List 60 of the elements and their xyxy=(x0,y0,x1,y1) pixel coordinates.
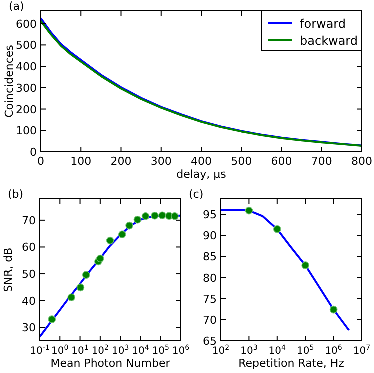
y-tick-label: 75 xyxy=(203,292,217,306)
x-tick-label: 10$^{1}$ xyxy=(72,344,89,357)
x-tick-label: 10$^{4}$ xyxy=(268,344,287,357)
legend-label: forward xyxy=(300,17,346,31)
point xyxy=(76,284,85,292)
x-tick-label: 10$^{2}$ xyxy=(92,344,110,357)
y-tick-label: 300 xyxy=(16,82,37,95)
y-tick-label: 90 xyxy=(203,230,217,243)
y-tick-label: 0 xyxy=(30,146,37,159)
x-tick-label: 10$^{6}$ xyxy=(325,344,343,357)
point xyxy=(68,294,76,302)
y-tick-label: 30 xyxy=(22,322,36,335)
y-tick-label: 95 xyxy=(203,208,217,222)
y-tick-label: 600 xyxy=(16,18,37,31)
x-tick-label: 10$^{3}$ xyxy=(240,344,258,357)
x-tick-label: 10$^{7}$ xyxy=(353,344,371,357)
y-tick-label: 70 xyxy=(22,214,36,228)
y-tick-label: 500 xyxy=(16,39,37,52)
chart-title: (c) xyxy=(189,188,204,201)
y-tick-label: 200 xyxy=(16,103,37,116)
chart-title: (a) xyxy=(9,0,24,13)
x-tick-label: 10$^{6}$ xyxy=(172,344,190,357)
x-tick-label: 10$^{3}$ xyxy=(112,344,130,357)
y-tick-label: 50 xyxy=(22,268,36,282)
y-tick-label: 400 xyxy=(16,60,37,74)
x-tick-label: 500 xyxy=(231,155,252,168)
y-tick-label: 100 xyxy=(16,124,37,138)
y-axis-title: Coincidences xyxy=(3,44,16,118)
point xyxy=(330,306,338,314)
point xyxy=(274,225,282,234)
point xyxy=(158,212,166,220)
legend-label: backward xyxy=(300,34,358,48)
point xyxy=(118,230,126,239)
x-axis-title: Mean Photon Number xyxy=(50,357,171,370)
x-tick-label: 100 xyxy=(70,155,92,168)
x-tick-label: 300 xyxy=(150,155,172,168)
x-tick-label: 10$^{5}$ xyxy=(297,344,314,357)
y-tick-label: 70 xyxy=(203,314,217,327)
point xyxy=(126,222,134,230)
x-tick-label: 10$^{4}$ xyxy=(132,344,150,357)
y-tick-label: 85 xyxy=(203,250,217,264)
point xyxy=(245,206,254,215)
x-tick-label: 800 xyxy=(352,155,372,168)
x-tick-label: 600 xyxy=(271,155,292,168)
y-tick-label: 60 xyxy=(22,241,36,254)
chart-title: (b) xyxy=(8,188,24,201)
x-tick-label: 200 xyxy=(110,155,132,168)
x-axis-title: delay, μs xyxy=(176,168,227,181)
y-axis-title: SNR, dB xyxy=(2,248,15,292)
point xyxy=(142,212,150,220)
x-tick-label: 10$^{-1}$ xyxy=(30,344,50,357)
point xyxy=(134,216,142,224)
y-tick-label: 40 xyxy=(22,294,36,308)
y-tick-label: 80 xyxy=(203,272,217,285)
point xyxy=(302,262,310,270)
x-tick-label: 10$^{0}$ xyxy=(52,344,69,357)
x-tick-label: 700 xyxy=(311,155,332,168)
x-tick-label: 10$^{5}$ xyxy=(152,344,170,357)
point xyxy=(151,212,159,220)
x-axis-title: Repetition Rate, Hz xyxy=(238,357,345,370)
